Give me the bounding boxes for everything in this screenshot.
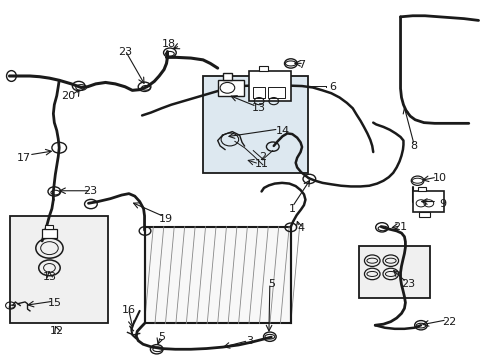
Bar [418,212,429,217]
Bar [358,246,429,298]
Text: 19: 19 [158,214,172,224]
Bar [417,187,426,191]
Text: 21: 21 [393,222,407,232]
Text: 18: 18 [162,40,176,49]
Text: 20: 20 [61,91,75,101]
Text: 23: 23 [118,46,132,57]
Text: 13: 13 [252,103,265,113]
Bar [253,87,265,98]
Text: 7: 7 [298,60,305,70]
Text: 5: 5 [267,279,274,289]
Text: 17: 17 [17,153,31,163]
Bar [267,87,285,98]
Bar [44,225,53,229]
Text: 11: 11 [254,159,268,169]
Bar [203,76,307,173]
Text: 4: 4 [296,224,304,233]
Text: 22: 22 [441,317,455,327]
Text: 8: 8 [409,141,416,151]
Text: 23: 23 [82,186,97,197]
Bar [412,191,444,212]
Text: 2: 2 [259,152,266,162]
Text: 15: 15 [47,298,61,308]
Text: 6: 6 [328,82,335,92]
Bar [10,216,108,323]
Text: 3: 3 [245,336,252,346]
Text: 12: 12 [50,326,64,336]
Text: 23: 23 [400,279,414,289]
Text: 13: 13 [42,272,56,282]
Text: 14: 14 [275,126,289,135]
Bar [222,73,232,80]
Text: 16: 16 [121,305,135,315]
Bar [144,226,290,323]
Text: 9: 9 [438,199,445,210]
Bar [217,80,244,96]
Bar [249,71,290,101]
Text: 5: 5 [158,332,165,342]
Bar [259,66,267,71]
Text: 1: 1 [288,204,295,214]
Bar [42,229,57,238]
Text: 10: 10 [432,173,446,183]
